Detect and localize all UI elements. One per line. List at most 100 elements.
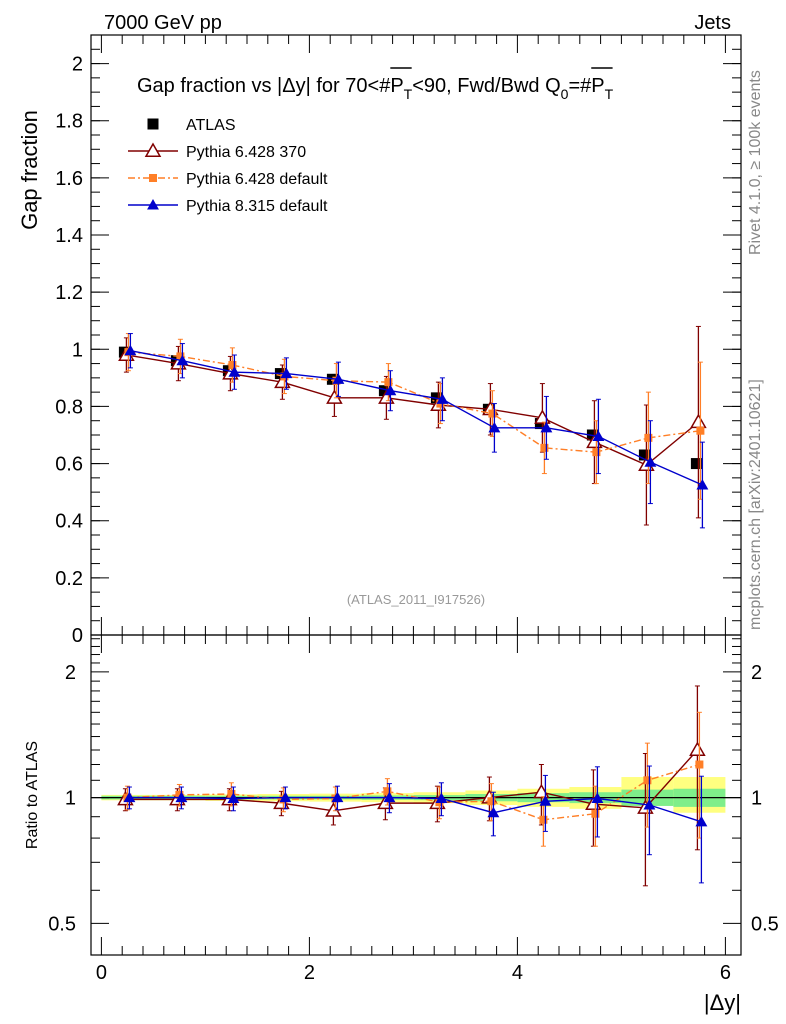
data-point-marker xyxy=(540,421,553,433)
series-pythia-8-315-default xyxy=(124,333,709,529)
data-point-marker xyxy=(147,199,159,210)
series-line xyxy=(128,351,701,453)
data-point-marker xyxy=(124,344,137,356)
data-point-marker xyxy=(591,809,600,818)
legend-label: Pythia 6.428 370 xyxy=(186,144,306,161)
data-point-marker xyxy=(144,142,162,157)
data-point-marker xyxy=(435,792,448,804)
data-point-marker xyxy=(227,792,240,804)
legend-label: Pythia 8.315 default xyxy=(186,198,328,215)
legend-entry: ATLAS xyxy=(147,117,236,134)
data-point-marker xyxy=(175,791,188,803)
chart-title-part: P xyxy=(591,75,604,97)
legend-label: ATLAS xyxy=(186,117,236,134)
legend: ATLAS Pythia 6.428 370 Pythia 6.428 defaul… xyxy=(128,117,328,215)
header-right: Jets xyxy=(694,12,731,34)
data-point-marker xyxy=(383,787,392,796)
data-point-marker xyxy=(326,389,343,404)
header-left: 7000 GeV pp xyxy=(104,12,222,34)
data-point-marker xyxy=(591,792,604,804)
data-point-marker xyxy=(644,456,657,467)
y-tick-label: 1.4 xyxy=(55,225,83,247)
chart-title-part: P xyxy=(390,75,403,97)
data-point-marker xyxy=(696,479,709,490)
data-point-marker xyxy=(436,393,449,404)
y-tick-label: 0.8 xyxy=(55,396,83,418)
chart-title-part: Δy xyxy=(282,75,305,97)
data-point-marker xyxy=(644,433,653,442)
data-point-marker xyxy=(332,373,345,384)
series-line xyxy=(126,354,699,466)
data-point-marker xyxy=(383,791,396,803)
data-point-marker xyxy=(695,760,704,769)
mcplots-label: mcplots.cern.ch [arXiv:2401.10621] xyxy=(747,379,764,630)
data-point-marker xyxy=(228,366,241,377)
chart-title-part: =# xyxy=(568,75,592,97)
y-tick-label: 0.2 xyxy=(55,568,83,590)
data-point-marker xyxy=(488,409,497,418)
data-point-marker xyxy=(384,384,397,396)
series-pythia-6-428-370 xyxy=(118,325,707,526)
data-point-marker xyxy=(643,776,652,785)
data-point-marker xyxy=(123,791,136,803)
x-tick-label: 2 xyxy=(304,962,315,984)
data-point-marker xyxy=(539,795,552,806)
data-point-marker xyxy=(487,806,500,818)
main-panel: 0 0.2 0.4 0.6 0.8 1 1.2 1.4 1.6 1.8 2 Gap fraction (… xyxy=(17,34,742,647)
series-pythia-6-428-default xyxy=(123,711,704,847)
data-point-marker xyxy=(638,449,650,461)
data-point-marker xyxy=(175,790,184,799)
chart-title-part: T xyxy=(605,86,614,102)
series-pythia-8-315-default xyxy=(123,765,708,884)
data-point-marker xyxy=(539,815,548,824)
data-point-marker xyxy=(690,413,707,429)
ratio-y-tick-label: 0.5 xyxy=(48,913,76,935)
ratio-y-tick-label-right: 2 xyxy=(751,662,762,684)
watermark: (ATLAS_2011_I917526) xyxy=(347,592,485,607)
ratio-panel: 0.5 0.5 1 1 2 2 0 2 4 6 Ratio to ATLAS |Δy| xyxy=(24,634,779,1015)
series-line xyxy=(129,796,702,823)
x-tick-label: 0 xyxy=(96,962,107,984)
legend-entry: Pythia 6.428 default xyxy=(128,171,328,188)
y-tick-label: 1.8 xyxy=(55,111,83,133)
series-line xyxy=(130,350,703,486)
data-point-marker xyxy=(487,797,496,806)
data-point-marker xyxy=(592,448,601,457)
x-tick-label: 6 xyxy=(720,962,731,984)
chart-title: Gap fraction vs |Δy| for 70<#PT<90, Fwd/… xyxy=(137,75,614,102)
data-point-marker xyxy=(690,458,702,470)
series-pythia-6-428-370 xyxy=(117,685,706,887)
y-axis-label: Gap fraction xyxy=(17,110,42,230)
data-point-marker xyxy=(331,791,344,803)
series-pythia-6-428-default xyxy=(124,333,705,500)
data-point-marker xyxy=(279,791,292,803)
ratio-y-tick-label-right: 1 xyxy=(751,788,762,810)
legend-label: Pythia 6.428 default xyxy=(186,171,328,188)
data-point-marker xyxy=(147,118,159,130)
data-point-marker xyxy=(643,799,656,810)
data-point-marker xyxy=(384,378,393,387)
ratio-y-tick-label-right: 0.5 xyxy=(751,913,779,935)
series-line xyxy=(127,763,700,821)
legend-entry: Pythia 8.315 default xyxy=(128,198,328,215)
y-tick-label: 1 xyxy=(72,339,83,361)
y-tick-label: 0 xyxy=(72,625,83,647)
data-point-marker xyxy=(228,361,237,369)
data-point-marker xyxy=(280,367,293,379)
y-tick-label: 0.6 xyxy=(55,454,83,476)
data-point-marker xyxy=(227,790,236,799)
x-axis-label: |Δy| xyxy=(704,990,741,1015)
chart-title-part: <90, Fwd/Bwd Q xyxy=(412,75,560,97)
ratio-frame xyxy=(90,634,742,956)
ratio-y-axis-label: Ratio to ATLAS xyxy=(24,741,41,849)
data-point-marker xyxy=(540,443,549,452)
data-point-marker xyxy=(149,174,157,182)
x-tick-label: 4 xyxy=(512,962,523,984)
chart-title-part: 0 xyxy=(561,86,569,102)
data-point-marker xyxy=(488,421,501,433)
data-point-marker xyxy=(176,352,185,361)
chart-title-part: Gap fraction vs | xyxy=(137,75,282,97)
y-tick-label: 0.4 xyxy=(55,511,83,533)
data-point-marker xyxy=(592,430,605,441)
data-point-marker xyxy=(378,385,390,397)
